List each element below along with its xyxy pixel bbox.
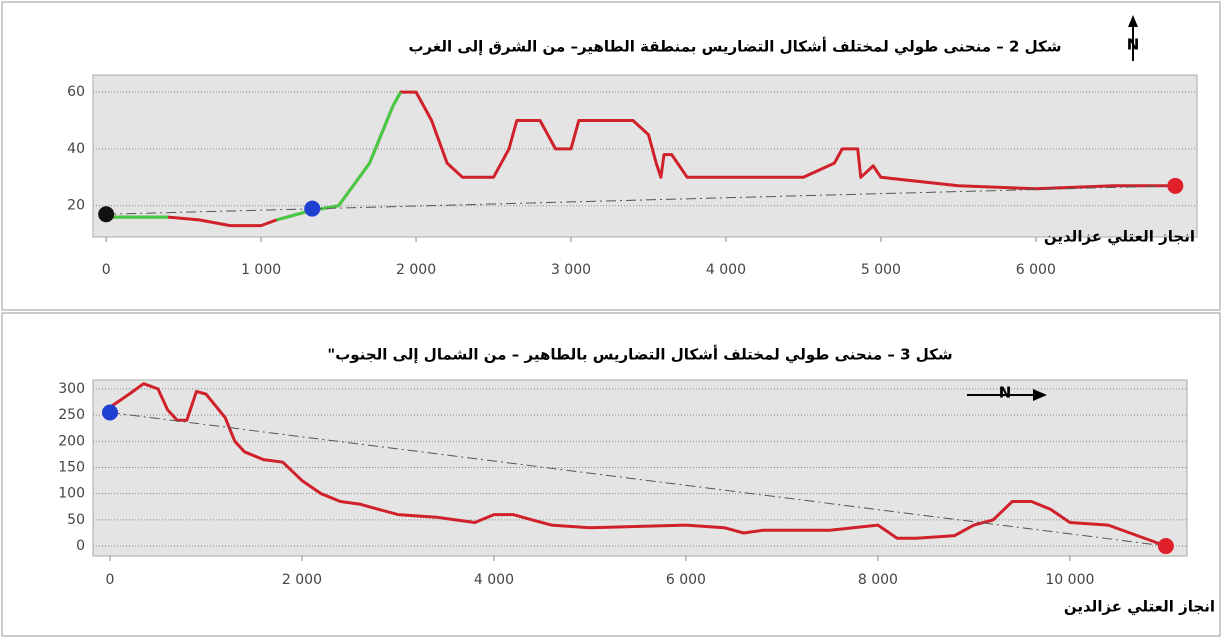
- x-tick-label: 0: [106, 572, 115, 588]
- plot-area: [92, 74, 1198, 238]
- y-tick-label: 250: [58, 407, 85, 423]
- x-tick-label: 8 000: [858, 572, 898, 588]
- profile-line: [109, 412, 1166, 547]
- annotation: انجاز العتلي عزالدين: [1044, 228, 1195, 246]
- chart-title: شكل 2 – منحنى طولي لمختلف أشكال التضاريس…: [408, 37, 1061, 56]
- y-tick-label: 200: [58, 433, 85, 449]
- annotation: انجاز العتلي عزالدين: [1064, 598, 1215, 616]
- plot-area: [92, 379, 1188, 557]
- y-tick-label: 300: [58, 381, 85, 397]
- x-tick-label: 2 000: [396, 262, 436, 278]
- north-arrow-head: [1128, 15, 1138, 27]
- x-tick-label: 4 000: [474, 572, 514, 588]
- north-label: N: [999, 384, 1012, 402]
- x-tick-label: 1 000: [241, 262, 281, 278]
- y-tick-label: 50: [67, 512, 85, 528]
- chart-title: شكل 3 – منحنى طولي لمختلف أشكال التضاريس…: [327, 345, 952, 364]
- x-tick-label: 6 000: [1016, 262, 1056, 278]
- point: [1167, 177, 1184, 194]
- x-tick-label: 10 000: [1045, 572, 1094, 588]
- y-tick-label: 100: [58, 486, 85, 502]
- x-tick-label: 5 000: [861, 262, 901, 278]
- profile-line: [106, 91, 402, 222]
- profile-line: [106, 185, 1176, 215]
- y-tick-label: 40: [67, 141, 85, 157]
- point: [98, 206, 115, 223]
- x-tick-label: 4 000: [706, 262, 746, 278]
- y-tick-label: 0: [76, 538, 85, 554]
- profile-line: [109, 382, 1167, 548]
- x-tick-label: 6 000: [666, 572, 706, 588]
- y-tick-label: 150: [58, 459, 85, 475]
- x-tick-label: 3 000: [551, 262, 591, 278]
- x-tick-label: 2 000: [282, 572, 322, 588]
- y-tick-label: 60: [67, 84, 85, 100]
- x-tick-label: 0: [102, 262, 111, 278]
- y-tick-label: 20: [67, 198, 85, 214]
- point: [101, 404, 118, 421]
- point: [1157, 538, 1174, 555]
- north-arrow-head: [1033, 389, 1047, 401]
- point: [304, 200, 321, 217]
